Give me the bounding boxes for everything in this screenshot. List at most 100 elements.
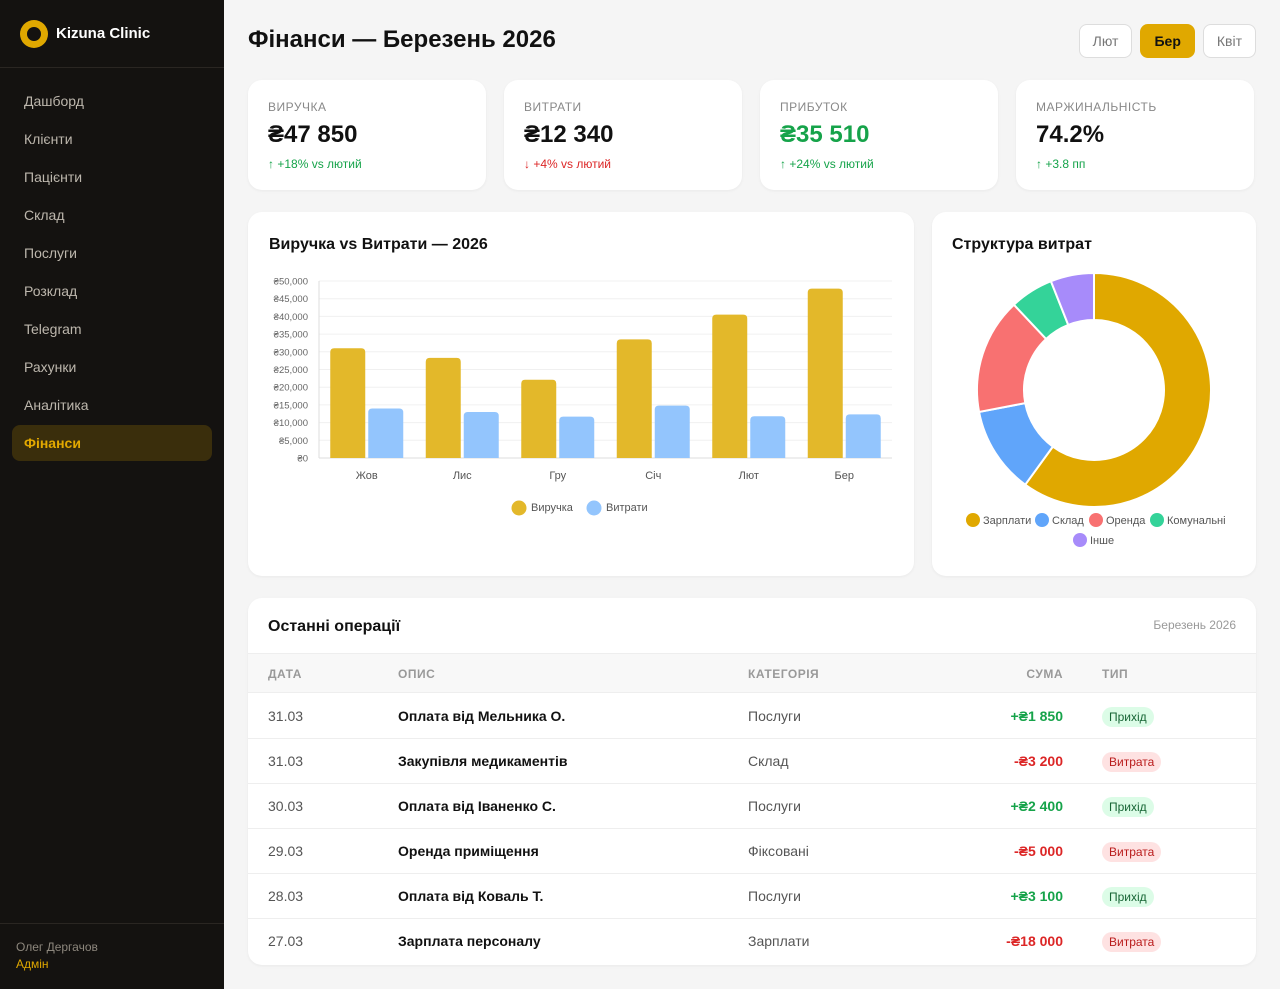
cell-category: Склад bbox=[748, 753, 789, 769]
bar-revenue[interactable] bbox=[616, 339, 652, 458]
legend-label[interactable]: Інше bbox=[1090, 535, 1114, 547]
sidebar-item-finance[interactable]: Фінанси bbox=[12, 425, 212, 461]
month-button-mar[interactable]: Бер bbox=[1140, 24, 1195, 58]
cell-category: Послуги bbox=[748, 708, 801, 724]
legend-label[interactable]: Витрати bbox=[606, 502, 648, 514]
brand-name: Kizuna Clinic bbox=[56, 25, 151, 42]
column-header-category[interactable]: КАТЕГОРІЯ bbox=[748, 667, 820, 681]
sidebar: Kizuna Clinic Дашборд Клієнти Пацієнти С… bbox=[0, 0, 224, 989]
sidebar-item-patients[interactable]: Пацієнти bbox=[24, 169, 83, 185]
cell-category: Послуги bbox=[748, 888, 801, 904]
table-header: ДАТА ОПИС КАТЕГОРІЯ СУМА ТИП bbox=[248, 653, 1256, 693]
donut-chart-title: Структура витрат bbox=[952, 236, 1092, 253]
sidebar-item-services[interactable]: Послуги bbox=[24, 245, 77, 261]
user-profile[interactable]: Олег Дергачов Адмін bbox=[0, 923, 224, 989]
sidebar-item-clients[interactable]: Клієнти bbox=[24, 131, 73, 147]
kpi-label: МАРЖИНАЛЬНІСТЬ bbox=[1036, 100, 1157, 114]
y-tick-label: ₴25,000 bbox=[274, 365, 308, 376]
sidebar-item-telegram[interactable]: Telegram bbox=[24, 321, 82, 337]
bar-expenses[interactable] bbox=[559, 416, 595, 458]
y-tick-label: ₴20,000 bbox=[274, 383, 308, 394]
operations-title: Останні операції bbox=[268, 618, 401, 635]
column-header-date[interactable]: ДАТА bbox=[268, 667, 302, 681]
cell-description: Оплата від Мельника О. bbox=[398, 708, 566, 724]
legend-label[interactable]: Оренда bbox=[1106, 515, 1146, 527]
legend-label[interactable]: Комунальні bbox=[1167, 515, 1226, 527]
bar-expenses[interactable] bbox=[750, 416, 786, 458]
operations-table-card: Останні операції Березень 2026 ДАТА ОПИС… bbox=[248, 598, 1256, 965]
kpi-card-expenses: ВИТРАТИ ₴12 340 ↓ +4% vs лютий bbox=[504, 80, 742, 190]
cell-description: Закупівля медикаментів bbox=[398, 753, 568, 769]
table-row[interactable]: 29.03 Оренда приміщення Фіксовані -₴5 00… bbox=[248, 829, 1256, 874]
cell-type: Прихід bbox=[1102, 694, 1154, 739]
table-row[interactable]: 31.03 Закупівля медикаментів Склад -₴3 2… bbox=[248, 739, 1256, 784]
donut-slice[interactable] bbox=[1023, 271, 1212, 508]
y-tick-label: ₴0 bbox=[297, 454, 308, 465]
y-tick-label: ₴5,000 bbox=[279, 436, 308, 447]
bar-revenue[interactable] bbox=[712, 314, 748, 458]
kpi-label: ПРИБУТОК bbox=[780, 100, 848, 114]
month-button-feb[interactable]: Лют bbox=[1078, 24, 1133, 58]
column-header-sum[interactable]: СУМА bbox=[1026, 667, 1063, 681]
table-row[interactable]: 27.03 Зарплата персоналу Зарплати -₴18 0… bbox=[248, 919, 1256, 964]
bar-expenses[interactable] bbox=[463, 411, 499, 458]
x-tick-label: Лют bbox=[739, 470, 759, 482]
sidebar-item-invoices[interactable]: Рахунки bbox=[24, 359, 77, 375]
column-header-type[interactable]: ТИП bbox=[1102, 667, 1129, 681]
y-tick-label: ₴50,000 bbox=[274, 277, 308, 288]
legend-label[interactable]: Склад bbox=[1052, 515, 1084, 527]
table-row[interactable]: 28.03 Оплата від Коваль Т. Послуги +₴3 1… bbox=[248, 874, 1256, 919]
sidebar-item-analytics[interactable]: Аналітика bbox=[24, 397, 89, 413]
x-tick-label: Лис bbox=[453, 470, 472, 482]
kpi-value: 74.2% bbox=[1036, 121, 1105, 148]
legend-label[interactable]: Виручка bbox=[531, 502, 574, 514]
operations-period: Березень 2026 bbox=[1153, 618, 1236, 632]
sidebar-item-schedule[interactable]: Розклад bbox=[24, 283, 78, 299]
kpi-value: ₴47 850 bbox=[268, 121, 358, 148]
sidebar-nav: Дашборд Клієнти Пацієнти Склад Послуги Р… bbox=[0, 68, 224, 461]
bar-revenue[interactable] bbox=[330, 348, 366, 458]
main-content: Фінанси — Березень 2026 Лют Бер Квіт ВИР… bbox=[224, 0, 1280, 989]
x-tick-label: Бер bbox=[835, 470, 854, 482]
bar-expenses[interactable] bbox=[368, 408, 404, 458]
brand[interactable]: Kizuna Clinic bbox=[0, 0, 224, 68]
x-tick-label: Жов bbox=[356, 470, 378, 482]
kpi-label: ВИТРАТИ bbox=[524, 100, 582, 114]
type-badge: Прихід bbox=[1102, 707, 1154, 727]
bar-revenue[interactable] bbox=[521, 379, 557, 458]
cell-category: Зарплати bbox=[748, 933, 810, 949]
donut-slice[interactable] bbox=[1049, 271, 1095, 327]
kpi-delta: ↑ +24% vs лютий bbox=[780, 157, 874, 171]
sidebar-item-warehouse[interactable]: Склад bbox=[24, 207, 65, 223]
column-header-description[interactable]: ОПИС bbox=[398, 667, 436, 681]
bar-revenue[interactable] bbox=[425, 357, 461, 458]
y-tick-label: ₴15,000 bbox=[274, 400, 308, 411]
table-row[interactable]: 30.03 Оплата від Іваненко С. Послуги +₴2… bbox=[248, 784, 1256, 829]
y-tick-label: ₴10,000 bbox=[274, 418, 308, 429]
month-button-apr[interactable]: Квіт bbox=[1202, 24, 1256, 58]
x-tick-label: Гру bbox=[549, 470, 566, 482]
bar-chart-title: Виручка vs Витрати — 2026 bbox=[269, 236, 488, 253]
cell-type: Витрата bbox=[1102, 919, 1162, 964]
table-row[interactable]: 31.03 Оплата від Мельника О. Послуги +₴1… bbox=[248, 694, 1256, 739]
page-title: Фінанси — Березень 2026 bbox=[248, 26, 556, 53]
user-role: Адмін bbox=[16, 957, 49, 971]
bar-expenses[interactable] bbox=[654, 405, 690, 458]
bar-revenue[interactable] bbox=[807, 288, 843, 458]
legend-label[interactable]: Зарплати bbox=[983, 515, 1031, 527]
y-tick-label: ₴35,000 bbox=[274, 330, 308, 341]
bar-expenses[interactable] bbox=[845, 414, 881, 458]
cell-type: Прихід bbox=[1102, 784, 1154, 829]
sidebar-item-dashboard[interactable]: Дашборд bbox=[24, 93, 84, 109]
cell-date: 31.03 bbox=[268, 753, 304, 769]
cell-category: Фіксовані bbox=[748, 843, 809, 859]
type-badge: Витрата bbox=[1102, 932, 1162, 952]
x-tick-label: Січ bbox=[645, 470, 661, 482]
kpi-card-profit: ПРИБУТОК ₴35 510 ↑ +24% vs лютий bbox=[760, 80, 998, 190]
cell-date: 30.03 bbox=[268, 798, 304, 814]
legend-swatch bbox=[1150, 513, 1164, 527]
kpi-delta: ↑ +18% vs лютий bbox=[268, 157, 362, 171]
kpi-card-revenue: ВИРУЧКА ₴47 850 ↑ +18% vs лютий bbox=[248, 80, 486, 190]
cell-description: Оренда приміщення bbox=[398, 843, 539, 859]
cell-date: 29.03 bbox=[268, 843, 304, 859]
